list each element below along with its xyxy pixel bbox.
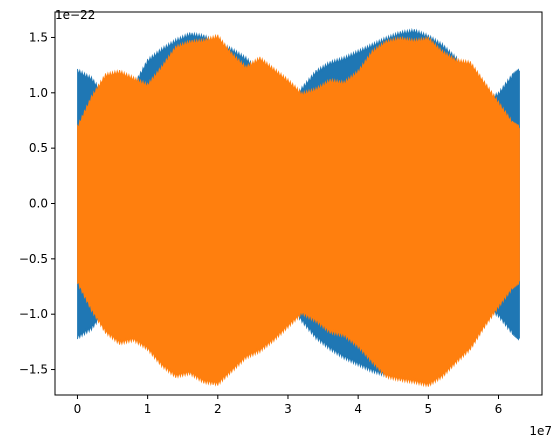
x-tick-label: 5 [424,402,432,416]
y-tick-label: −1.0 [19,307,48,321]
x-tick-label: 4 [354,402,362,416]
y-tick-label: 1.5 [29,30,48,44]
y-offset-label: 1e−22 [55,8,95,22]
y-tick-label: 1.0 [29,86,48,100]
y-tick-label: −0.5 [19,252,48,266]
y-axis: −1.5 −1.0 −0.5 0.0 0.5 1.0 1.5 [19,30,55,377]
x-offset-label: 1e7 [529,424,552,438]
x-tick-label: 2 [214,402,222,416]
y-tick-label: 0.0 [29,197,48,211]
series-2-envelope [77,33,520,388]
x-tick-label: 6 [495,402,503,416]
x-tick-label: 0 [74,402,82,416]
series-layer [77,27,520,388]
y-tick-label: −1.5 [19,363,48,377]
y-tick-label: 0.5 [29,141,48,155]
x-tick-label: 3 [284,402,292,416]
x-tick-label: 1 [144,402,152,416]
x-axis: 0 1 2 3 4 5 6 [74,395,503,416]
